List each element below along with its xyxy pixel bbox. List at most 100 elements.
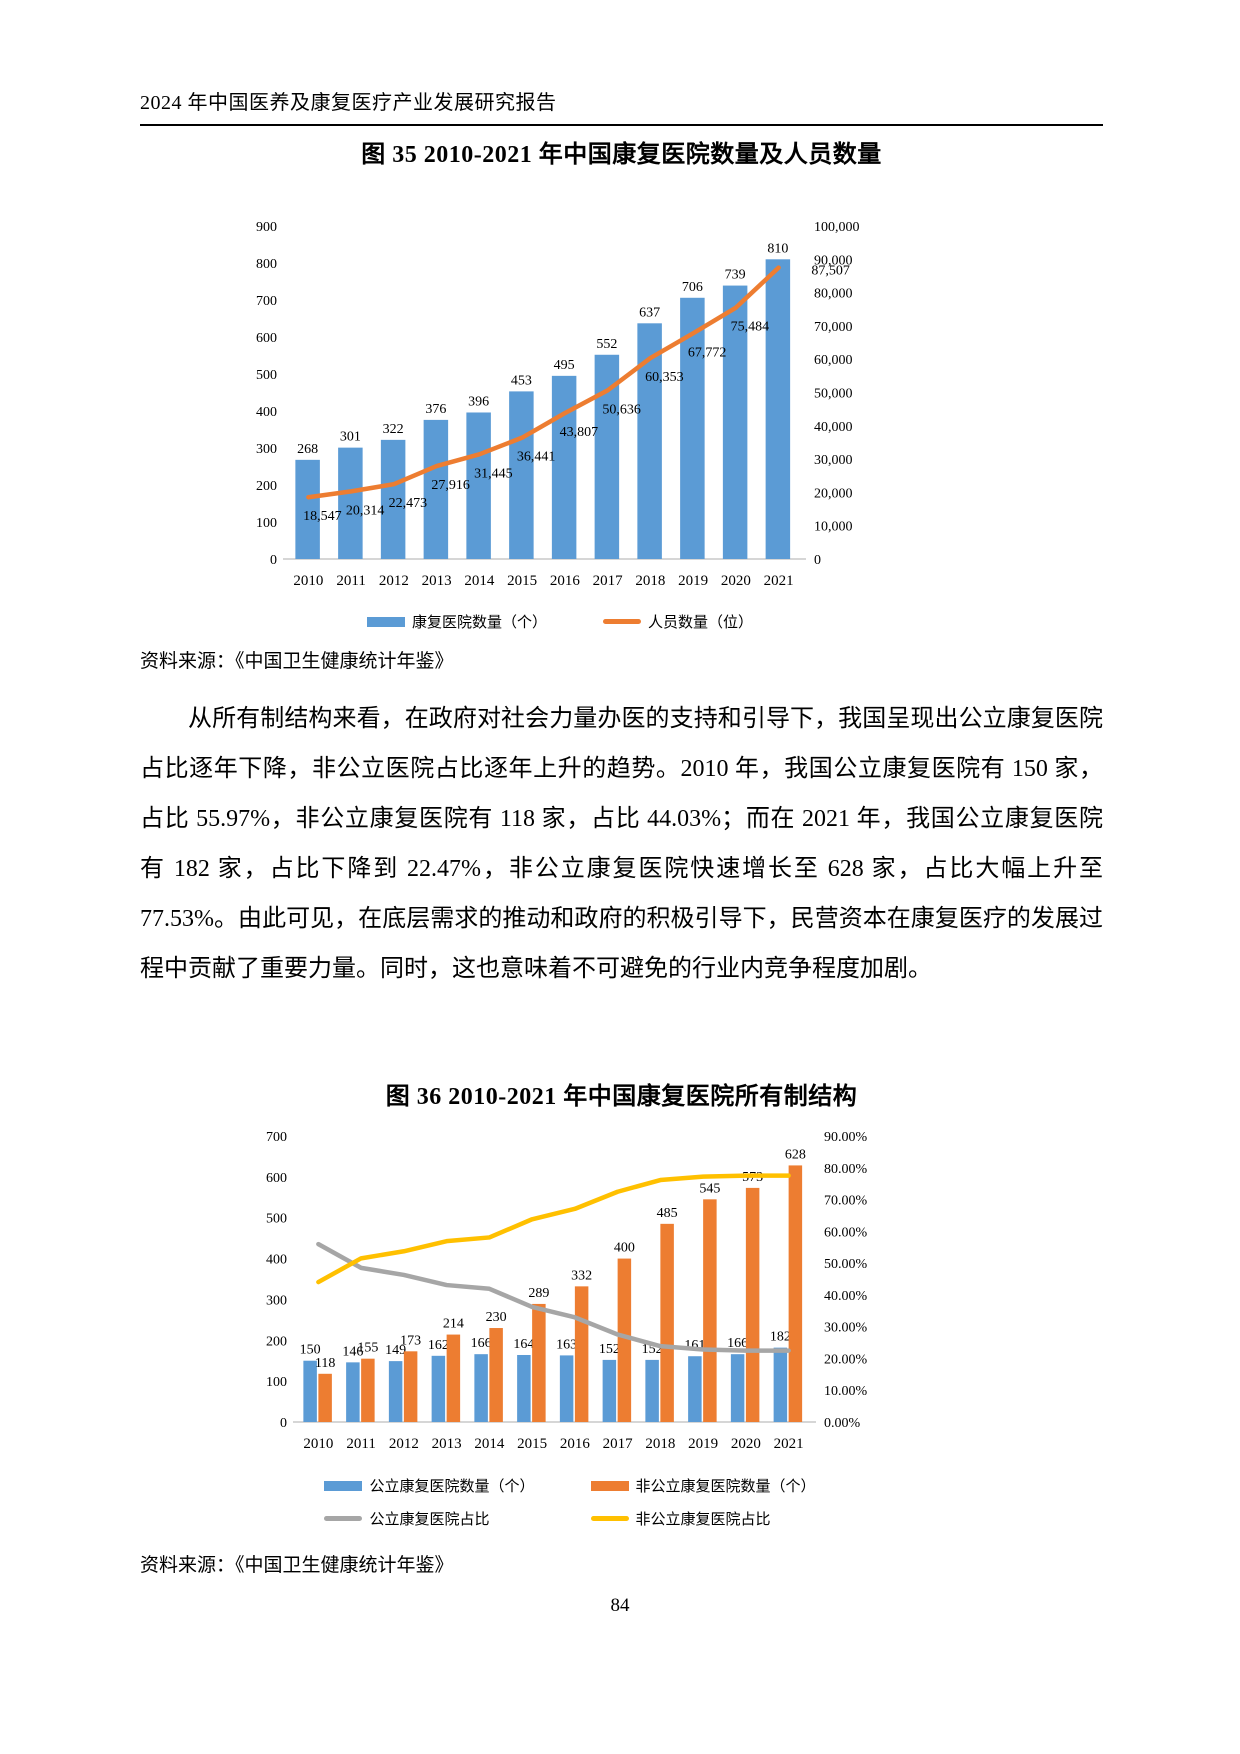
- legend-label: 非公立康复医院数量（个）: [635, 1479, 816, 1495]
- figure36-chart: 0 100 200 300 400 500 600 700 0.00% 10.00% 20.00% 3…: [235, 1122, 905, 1529]
- chart-text: 2010: [293, 573, 323, 589]
- chart-text: 2011: [346, 1436, 375, 1452]
- chart-text: 400: [266, 1253, 287, 1268]
- legend-item: 康复医院数量（个）: [366, 611, 547, 632]
- chart-text: 70.00%: [824, 1194, 868, 1209]
- chart-text: 50,000: [814, 387, 853, 402]
- bar: [722, 285, 748, 559]
- figure35-title: 图 35 2010-2021 年中国康复医院数量及人员数量: [361, 142, 882, 168]
- chart-text: 2019: [678, 573, 708, 589]
- bar: [318, 1373, 332, 1422]
- chart-text: 90.00%: [824, 1130, 868, 1145]
- chart-text: 700: [256, 294, 277, 309]
- chart-text: 0.00%: [824, 1416, 861, 1431]
- chart-text: 628: [785, 1147, 806, 1162]
- bar: [745, 1187, 760, 1422]
- chart-text: 36,441: [517, 450, 556, 465]
- report-header: 2024 年中国医养及康复医疗产业发展研究报告: [140, 86, 1103, 126]
- legend-item: 非公立康复医院占比: [590, 1508, 771, 1529]
- chart-text: 2016: [560, 1436, 591, 1452]
- chart-text: 22,473: [389, 496, 428, 511]
- page-number: 84: [610, 1595, 630, 1616]
- chart-text: 166: [471, 1336, 492, 1351]
- chart-text: 80,000: [814, 287, 853, 302]
- chart-text: 545: [699, 1181, 720, 1196]
- bar-series-0: 268 301 322 376 396 453 495 552 637 706 739 810: [295, 241, 791, 559]
- chart-text: 150: [300, 1343, 321, 1358]
- chart-text: 100,000: [814, 220, 860, 235]
- bar: [680, 297, 705, 559]
- chart-text: 453: [511, 373, 532, 388]
- body-paragraph: 从所有制结构来看，在政府对社会力量办医的支持和引导下，我国呈现出公立康复医院占比…: [140, 706, 1103, 982]
- chart-text: 2016: [550, 573, 581, 589]
- chart-text: 27,916: [431, 478, 470, 493]
- bar: [489, 1328, 503, 1422]
- chart-text: 20,314: [346, 503, 385, 518]
- bar: [509, 391, 534, 559]
- chart-text: 60,000: [814, 353, 853, 368]
- chart-text: 50,636: [602, 402, 641, 417]
- bar: [361, 1358, 375, 1422]
- chart-text: 637: [639, 305, 660, 320]
- report-header-text: 2024 年中国医养及康复医疗产业发展研究报告: [140, 92, 557, 114]
- chart-text: 739: [725, 268, 746, 283]
- chart-text: 300: [266, 1293, 287, 1308]
- chart-text: 2013: [432, 1436, 462, 1452]
- legend-label: 公立康复医院占比: [369, 1512, 490, 1528]
- chart-text: 100: [256, 516, 277, 531]
- bar: [423, 419, 449, 559]
- legend-label: 非公立康复医院占比: [635, 1512, 771, 1528]
- chart-text: 30.00%: [824, 1321, 868, 1336]
- legend-item: 非公立康复医院数量（个）: [590, 1475, 816, 1496]
- bar: [517, 1354, 531, 1422]
- chart-text: 2018: [645, 1436, 675, 1452]
- chart-text: 2014: [464, 573, 495, 589]
- bar: [765, 259, 791, 559]
- chart-text: 31,445: [474, 466, 513, 481]
- chart-text: 2015: [517, 1436, 547, 1452]
- chart-text: 2012: [389, 1436, 419, 1452]
- chart-text: 10.00%: [824, 1384, 868, 1399]
- bar: [602, 1359, 617, 1422]
- figure36-source: 资料来源：《中国卫生健康统计年鉴》: [140, 1555, 454, 1576]
- chart-text: 600: [266, 1171, 287, 1186]
- chart-text: 149: [385, 1343, 406, 1358]
- chart-text: 50.00%: [824, 1257, 868, 1272]
- chart-text: 60.00%: [824, 1225, 868, 1240]
- chart-text: 289: [528, 1286, 549, 1301]
- chart-text: 90,000: [814, 253, 853, 268]
- chart-text: 166: [727, 1336, 748, 1351]
- chart-text: 2021: [774, 1436, 804, 1452]
- chart-text: 2020: [721, 573, 751, 589]
- bar: [730, 1354, 745, 1422]
- chart-text: 600: [256, 331, 277, 346]
- figure35-chart: 0 100 200 300 400 500 600 700 800 900 0 10,000 20,00…: [225, 186, 895, 632]
- bar: [380, 439, 406, 559]
- bar: [403, 1351, 418, 1422]
- chart-text: 162: [428, 1338, 449, 1353]
- chart-text: 214: [443, 1317, 464, 1332]
- chart-text: 18,547: [303, 509, 342, 524]
- axis-ticks: 0 100 200 300 400 500 600 700 800 900 0 10,000 20,00…: [256, 220, 860, 568]
- chart-text: 70,000: [814, 320, 853, 335]
- chart-text: 100: [266, 1375, 287, 1390]
- legend-label: 公立康复医院数量（个）: [369, 1479, 535, 1495]
- chart-text: 268: [297, 442, 318, 457]
- line-swatch-icon: [603, 619, 641, 624]
- chart-text: 80.00%: [824, 1162, 868, 1177]
- chart-text: 0: [814, 553, 821, 568]
- chart-text: 700: [266, 1130, 287, 1145]
- chart-text: 163: [556, 1337, 577, 1352]
- bar-swatch-icon: [590, 1480, 629, 1491]
- line-swatch-icon: [590, 1516, 629, 1521]
- chart-text: 230: [486, 1310, 507, 1325]
- chart-text: 300: [256, 442, 277, 457]
- bar: [346, 1362, 360, 1422]
- chart-text: 2010: [303, 1436, 333, 1452]
- legend-item: 公立康复医院占比: [324, 1508, 490, 1529]
- bar: [431, 1355, 446, 1422]
- line-series-0: [306, 265, 781, 500]
- chart-text: 155: [357, 1341, 378, 1356]
